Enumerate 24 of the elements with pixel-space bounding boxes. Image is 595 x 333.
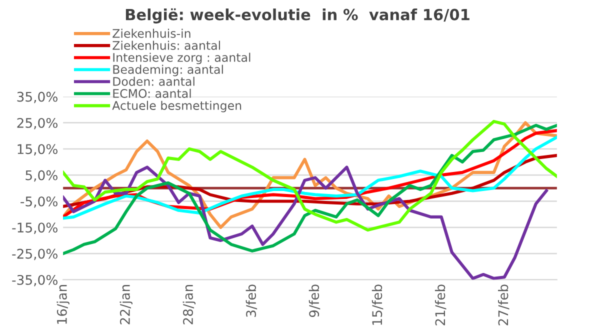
legend-label: ECMO: aantal <box>113 88 191 98</box>
x-tick-label: 3/feb <box>246 284 258 317</box>
y-tick-label: 25,0% <box>17 118 58 130</box>
y-tick-label: 35,0% <box>17 92 58 104</box>
x-tick-label: 15/feb <box>372 284 384 325</box>
chart-title: België: week-evolutie in % vanaf 16/01 <box>126 8 470 24</box>
legend-label: Beademing: aantal <box>113 64 223 76</box>
y-tick-label: 15,0% <box>18 144 58 156</box>
legend-label: Ziekenhuis: aantal <box>112 40 220 50</box>
x-tick-label: 9/feb <box>308 284 320 318</box>
x-tick-label: 21/feb <box>434 284 446 326</box>
legend-label: Doden: aantal <box>113 76 194 86</box>
y-tick-label: -35,0% <box>12 274 58 286</box>
x-tick-label: 27/feb <box>498 284 510 326</box>
y-tick-label: -5,0% <box>20 196 58 208</box>
x-tick-label: 22/jan <box>120 285 132 324</box>
x-tick-label: 28/jan <box>182 285 196 324</box>
y-tick-label: -25,0% <box>12 248 58 260</box>
legend-label: Ziekenhuis-in <box>112 28 190 38</box>
x-tick-label: 16/jan <box>56 285 70 324</box>
legend-label: Intensieve zorg : aantal <box>113 52 250 64</box>
legend-label: Actuele besmettingen <box>112 100 242 112</box>
y-tick-label: 5,0% <box>26 170 58 182</box>
y-tick-label: -15,0% <box>12 222 58 234</box>
